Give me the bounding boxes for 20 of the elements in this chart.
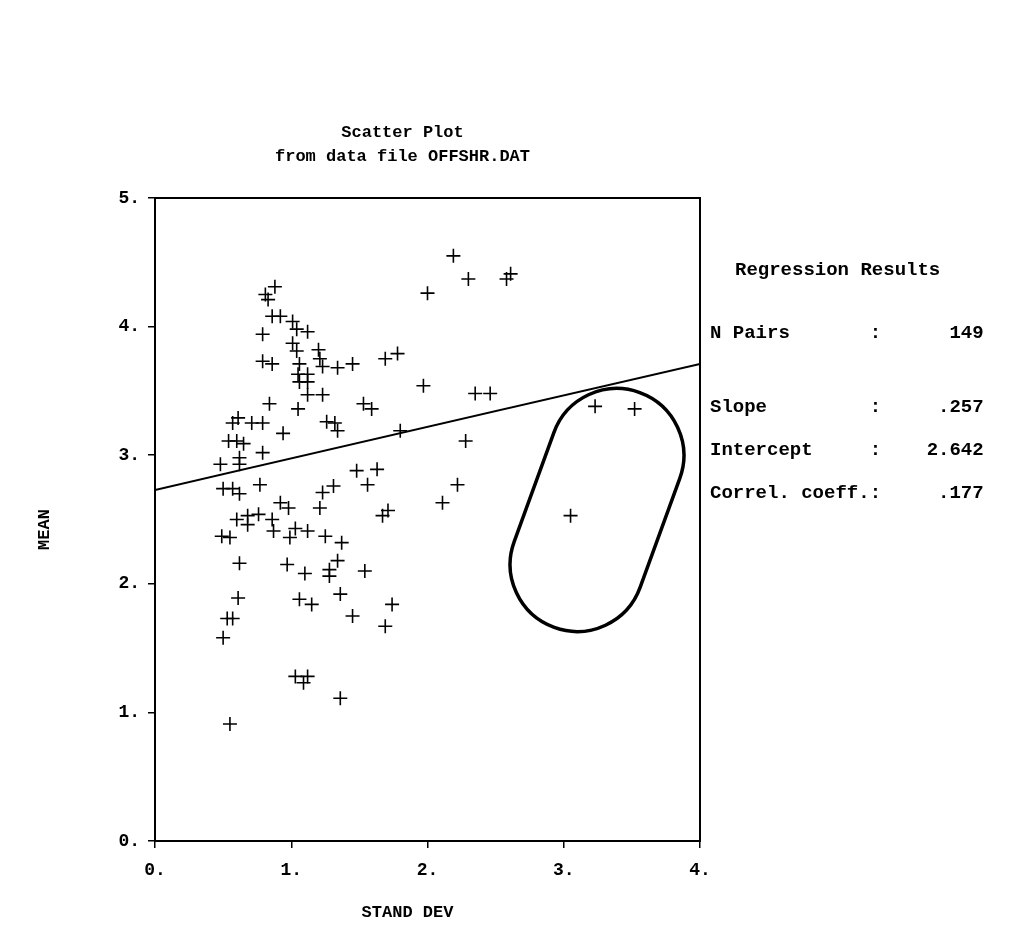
y-tick-label: 3.: [118, 444, 140, 465]
y-tick-label: 5.: [118, 187, 140, 208]
text: N Pairs : 149: [710, 321, 984, 344]
x-tick-label: 4.: [689, 860, 711, 881]
x-tick-label: 0.: [144, 860, 166, 881]
text: Slope : .257: [710, 395, 984, 418]
text: Correl. coeff.: .177: [710, 481, 984, 504]
y-tick-label: 2.: [118, 573, 140, 594]
y-tick-label: 1.: [118, 701, 140, 722]
x-tick-label: 3.: [552, 860, 575, 881]
text: Scatter Plot: [341, 123, 464, 143]
x-tick-label: 1.: [280, 860, 303, 881]
y-axis-title: MEAN: [35, 509, 55, 550]
text: Regression Results: [735, 258, 941, 281]
x-tick-label: 2.: [416, 860, 439, 881]
y-tick-label: 0.: [118, 830, 140, 851]
y-tick-label: 4.: [118, 316, 140, 337]
text: Intercept : 2.642: [710, 438, 984, 461]
x-axis-title: STAND DEV: [361, 903, 455, 923]
text: from data file OFFSHR.DAT: [274, 147, 531, 167]
